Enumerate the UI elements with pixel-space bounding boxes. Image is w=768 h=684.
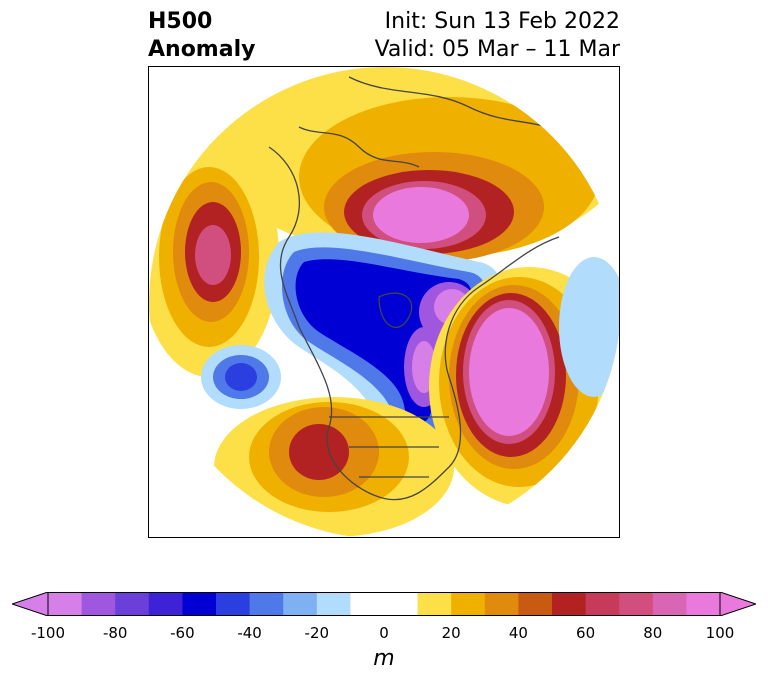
units-label: m [373,646,395,671]
colorbar-swatch [316,592,351,616]
colorbar-tick-label: 80 [643,624,663,642]
coastlines [268,76,610,501]
colorbar-swatch [182,592,217,616]
title-line-2: Anomaly [148,37,256,62]
colorbar-extend-min [12,592,49,616]
colorbar-swatch [216,592,251,616]
anomaly-map-svg [149,67,619,537]
colorbar-tick-label: -20 [304,624,330,642]
colorbar-swatch [686,592,721,616]
colorbar-swatch [48,592,83,616]
negative-anomaly-europe [559,257,619,397]
colorbar-tick-label: -100 [30,624,66,642]
title-line-1: H500 [148,9,213,34]
colorbar-tick-label: -60 [170,624,195,642]
date-info: Init: Sun 13 Feb 2022 Valid: 05 Mar – 11… [375,8,620,64]
colorbar-swatch [148,592,183,616]
colorbar-swatch [585,592,620,616]
colorbar-swatch [484,592,519,616]
colorbar-swatch [552,592,587,616]
colorbar-tick-label: 20 [441,624,461,642]
colorbar-swatch [451,592,486,616]
colorbar-swatch [249,592,284,616]
colorbar-tick-label: 0 [379,624,389,642]
colorbar-swatch [518,592,553,616]
colorbar-tick-label: -80 [102,624,128,642]
colorbar-swatch [652,592,687,616]
colorbar-swatch [619,592,654,616]
colorbar-tick-label: 40 [508,624,528,642]
colorbar [12,592,756,616]
colorbar-swatch [283,592,318,616]
init-date: Init: Sun 13 Feb 2022 [384,9,620,34]
valid-dates: Valid: 05 Mar – 11 Mar [374,37,620,62]
colorbar-tick-label: 100 [705,624,735,642]
colorbar-swatch [350,592,385,616]
anomaly-map [148,66,620,538]
colorbar-swatch [115,592,150,616]
colorbar-swatch [81,592,116,616]
map-title: H500 Anomaly [148,8,255,64]
colorbar-tick-label: -40 [237,624,262,642]
colorbar-swatch [417,592,452,616]
colorbar-swatch [384,592,419,616]
colorbar-tick-label: 60 [576,624,596,642]
colorbar-extend-max [719,592,756,616]
